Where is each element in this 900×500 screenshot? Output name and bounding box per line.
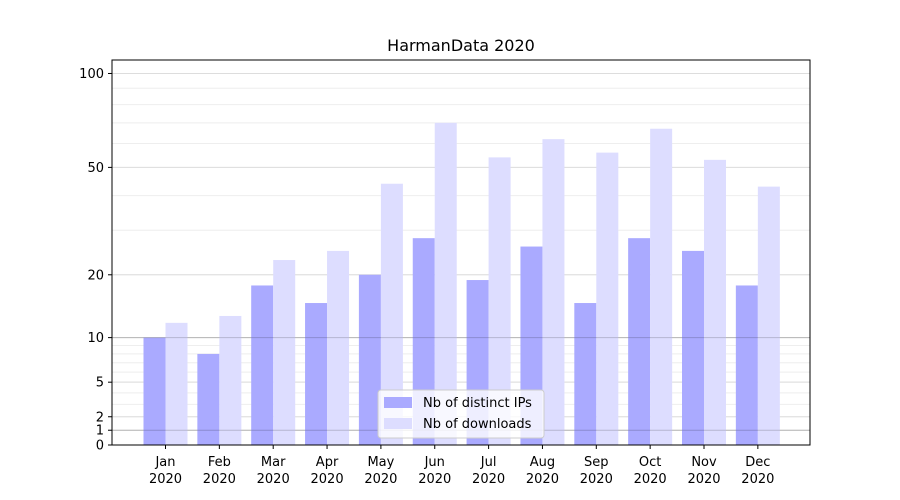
x-tick-label-year: 2020: [687, 472, 720, 487]
x-tick-label-month: Nov: [691, 455, 717, 470]
x-tick-label-year: 2020: [580, 472, 613, 487]
bar: [305, 303, 328, 445]
x-tick-label-year: 2020: [741, 472, 774, 487]
bar: [273, 260, 296, 445]
x-tick-label-year: 2020: [203, 472, 236, 487]
legend-swatch: [384, 397, 412, 408]
bar: [596, 152, 619, 446]
bar: [682, 250, 704, 445]
y-tick-label: 5: [96, 376, 104, 391]
x-tick-label-month: Oct: [639, 455, 661, 470]
legend: Nb of distinct IPs Nb of downloads: [377, 389, 545, 439]
bar: [251, 285, 274, 445]
bar: [197, 353, 220, 445]
x-tick-label-month: Jun: [424, 455, 445, 470]
y-tick-label: 100: [79, 67, 104, 82]
y-tick-label: 0: [96, 439, 104, 454]
bar: [735, 285, 758, 445]
bar: [219, 315, 242, 445]
x-tick-label-month: Jul: [480, 455, 497, 470]
plot-frame: [111, 59, 811, 446]
bar: [165, 322, 188, 445]
bar: [434, 122, 457, 446]
legend-swatch: [384, 418, 412, 429]
y-tick-label: 2: [96, 410, 104, 425]
bar: [488, 157, 511, 445]
y-axis: 012 5 10 20 50 100: [79, 67, 112, 454]
x-tick-label-month: Jan: [154, 455, 175, 470]
x-tick-label-month: Apr: [316, 455, 339, 470]
y-tick-label: 20: [87, 268, 104, 283]
x-tick-label-month: Sep: [584, 455, 609, 470]
x-axis: Jan 2020 Feb 2020 Mar 2020 Apr 2020 May 2020 Jun 20…: [149, 445, 774, 487]
x-tick-label-year: 2020: [472, 472, 505, 487]
bar: [358, 274, 381, 445]
y-tick-label: 1: [96, 424, 104, 439]
bar: [542, 139, 565, 446]
bar: [143, 337, 166, 445]
bar: [327, 250, 350, 445]
bar: [628, 238, 651, 445]
x-tick-label-year: 2020: [364, 472, 397, 487]
x-tick-label-month: Aug: [530, 455, 555, 470]
x-tick-label-year: 2020: [634, 472, 667, 487]
x-tick-label-year: 2020: [149, 472, 182, 487]
x-tick-label-month: Feb: [208, 455, 231, 470]
legend-box: [377, 389, 545, 439]
bar: [650, 128, 673, 445]
chart-title: HarmanData 2020: [387, 36, 535, 55]
bar: [757, 186, 780, 446]
x-tick-label-year: 2020: [526, 472, 559, 487]
x-tick-label-month: Dec: [745, 455, 770, 470]
x-tick-label-month: Mar: [261, 455, 286, 470]
y-tick-label: 10: [87, 331, 104, 346]
x-tick-label-year: 2020: [257, 472, 290, 487]
x-tick-label-month: May: [367, 455, 394, 470]
x-tick-label-year: 2020: [311, 472, 344, 487]
x-tick-label-year: 2020: [418, 472, 451, 487]
legend-label: Nb of downloads: [423, 417, 532, 432]
legend-label: Nb of distinct IPs: [423, 396, 532, 411]
bar: [704, 159, 726, 445]
bar: [380, 183, 403, 445]
bar: [574, 303, 597, 445]
y-tick-label: 50: [87, 161, 104, 176]
